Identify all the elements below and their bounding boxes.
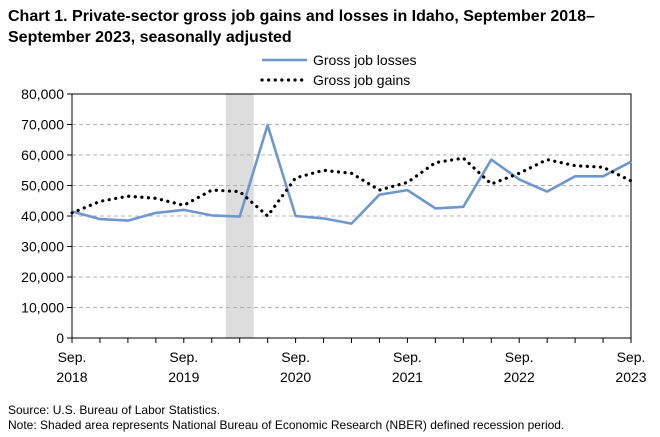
x-tick-label-month: Sep. [58, 349, 87, 365]
legend-label: Gross job losses [313, 52, 416, 68]
x-axis-ticks: Sep. 2018 Sep. 2019 Sep. 2020 Sep. 2021 Sep. 2022… [56, 338, 647, 385]
x-tick-label-month: Sep. [617, 349, 646, 365]
x-tick-label-year: 2023 [615, 369, 646, 385]
y-tick-label: 60,000 [21, 147, 64, 163]
legend: Gross job losses Gross job gains [260, 52, 416, 88]
x-tick-label-month: Sep. [169, 349, 198, 365]
series-line-gains [70, 156, 633, 218]
y-tick-label: 30,000 [21, 239, 64, 255]
legend-label: Gross job gains [313, 72, 410, 88]
chart-title: Chart 1. Private-sector gross job gains … [8, 8, 595, 46]
y-tick-label: 10,000 [21, 300, 64, 316]
y-tick-label: 50,000 [21, 178, 64, 194]
y-tick-label: 0 [56, 330, 64, 346]
x-tick-label-month: Sep. [281, 349, 310, 365]
y-tick-label: 70,000 [21, 117, 64, 133]
x-tick-label-year: 2019 [168, 369, 199, 385]
y-axis-ticks: 0 10,000 20,000 30,000 40,000 50,000 60,000 70,… [21, 86, 72, 346]
y-tick-label: 40,000 [21, 208, 64, 224]
x-tick-label-year: 2022 [504, 369, 535, 385]
y-tick-label: 20,000 [21, 269, 64, 285]
series-lines [70, 123, 633, 225]
series-line-losses [71, 123, 632, 225]
gridlines [72, 124, 631, 308]
x-tick-label-year: 2020 [280, 369, 311, 385]
y-tick-label: 80,000 [21, 86, 64, 102]
x-tick-label-year: 2021 [392, 369, 423, 385]
x-tick-label-month: Sep. [393, 349, 422, 365]
source-note: Source: U.S. Bureau of Labor Statistics. [8, 403, 221, 417]
x-tick-label-year: 2018 [56, 369, 87, 385]
recession-note: Note: Shaded area represents National Bu… [8, 418, 565, 432]
plot-area-frame [71, 93, 632, 339]
x-tick-label-month: Sep. [505, 349, 534, 365]
